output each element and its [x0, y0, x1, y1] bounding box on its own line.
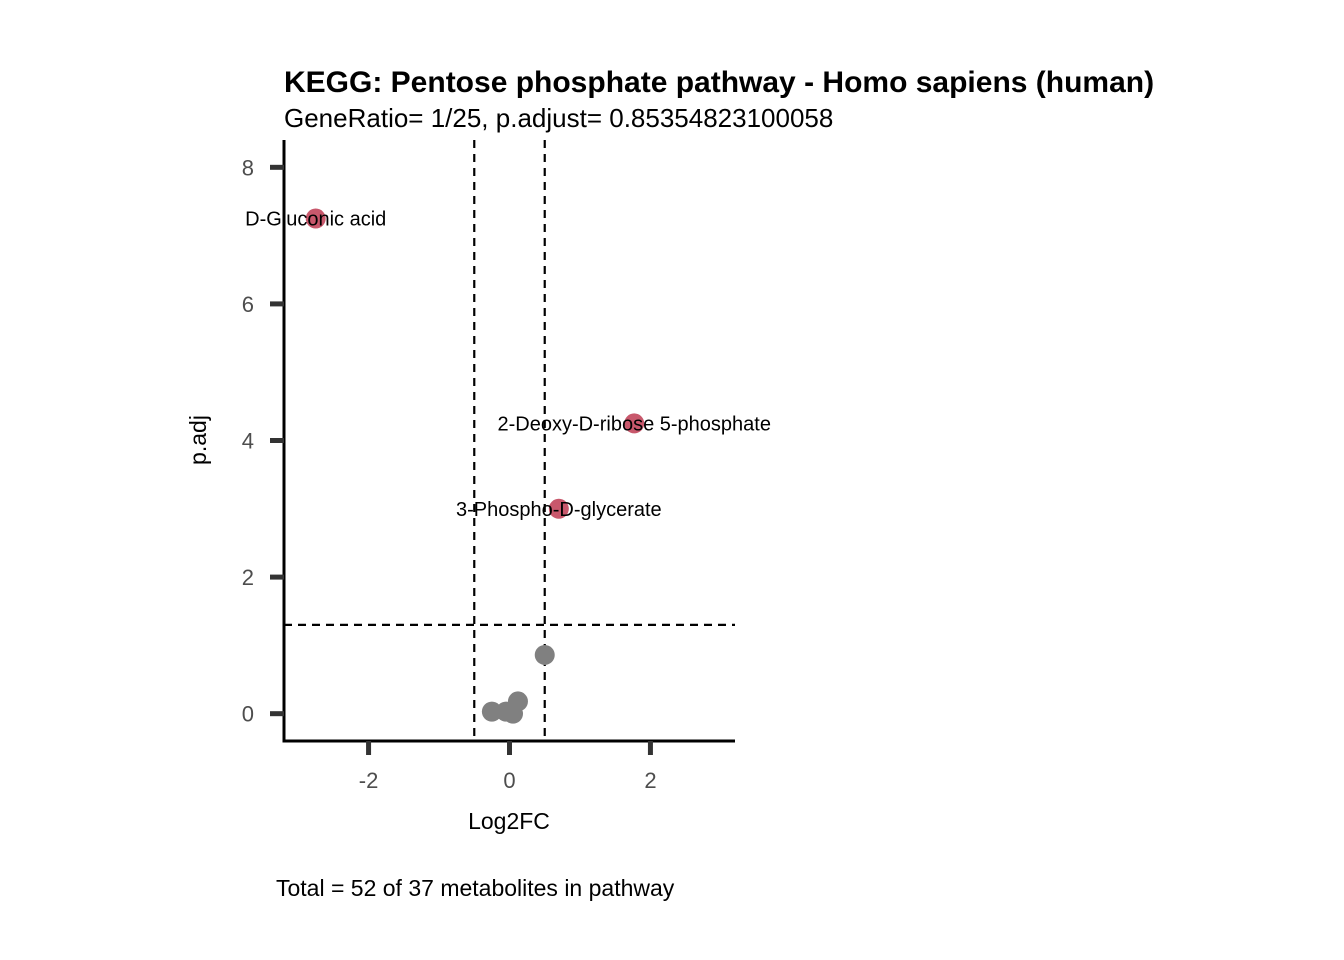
chart-subtitle: GeneRatio= 1/25, p.adjust= 0.85354823100… — [284, 103, 833, 133]
y-tick-label-0: 0 — [242, 702, 254, 727]
point-label-2: 3-Phospho-D-glycerate — [456, 499, 662, 521]
y-tick-label-1: 2 — [242, 565, 254, 590]
y-tick-label-3: 6 — [242, 292, 254, 317]
data-point-5 — [481, 701, 502, 722]
x-tick-label-2: 2 — [644, 768, 656, 793]
chart-title: KEGG: Pentose phosphate pathway - Homo s… — [284, 66, 1154, 99]
x-tick-label-0: -2 — [359, 768, 379, 793]
point-label-1: 2-Deoxy-D-ribose 5-phosphate — [497, 413, 770, 435]
y-axis-label: p.adj — [185, 415, 211, 465]
point-label-0: D-Gluconic acid — [245, 209, 386, 231]
chart-caption: Total = 52 of 37 metabolites in pathway — [276, 875, 675, 901]
x-tick-label-1: 0 — [503, 768, 515, 793]
data-point-3 — [534, 644, 555, 665]
plot-area: -2 0 2 0 2 4 6 8 D-Gluconic acid 2-Deoxy-D-ribose… — [242, 140, 771, 793]
data-point-0 — [305, 208, 326, 229]
data-point-1 — [624, 413, 645, 434]
data-point-7 — [503, 703, 524, 724]
x-axis-label: Log2FC — [468, 808, 550, 834]
y-tick-label-2: 4 — [242, 429, 254, 454]
y-tick-label-4: 8 — [242, 155, 254, 180]
data-point-2 — [548, 498, 569, 519]
